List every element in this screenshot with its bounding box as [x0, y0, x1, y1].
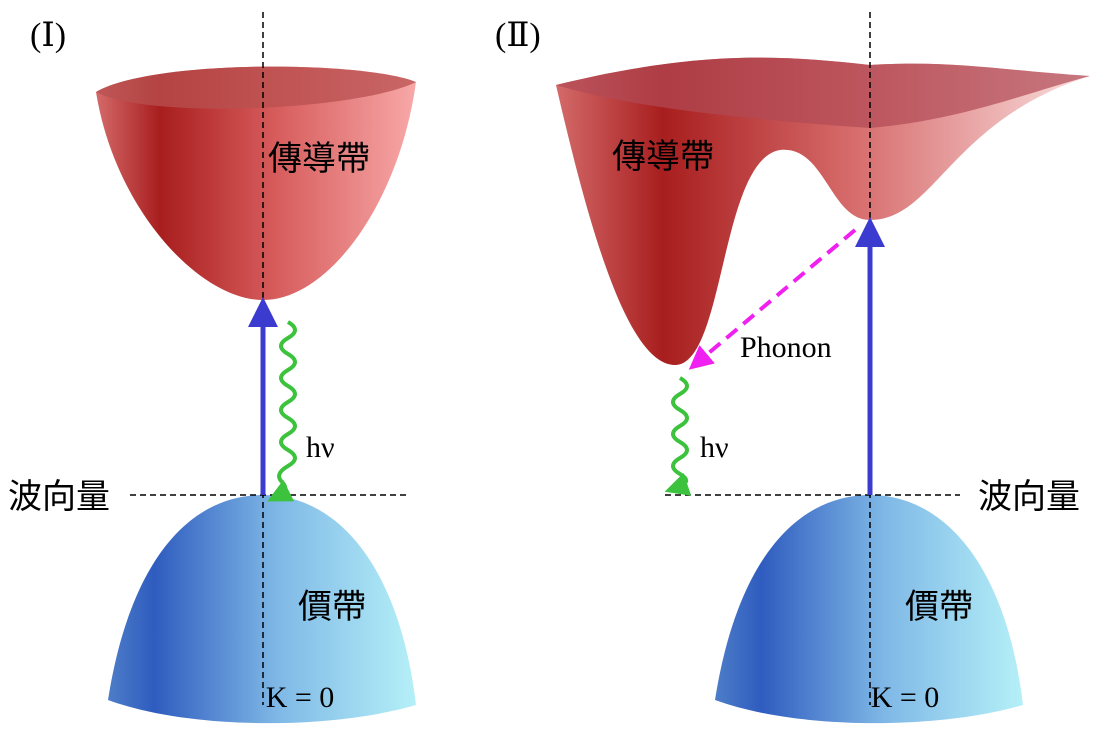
wavevector-label: 波向量	[978, 478, 1080, 516]
photon-wave	[673, 378, 687, 488]
conduction-band-label: 傳導帶	[612, 138, 714, 176]
valence-band-surface	[715, 495, 1023, 723]
conduction-band-label: 傳導帶	[268, 140, 370, 178]
valence-band-label: 價帶	[298, 589, 366, 626]
valence-band-label: 價帶	[905, 589, 973, 626]
photon-label: hν	[306, 431, 335, 464]
k-zero-label: K = 0	[871, 681, 940, 714]
panel-2: (Ⅱ) 傳導帶 價帶 波向量 hν Phonon K = 0	[495, 12, 1090, 723]
phonon-label: Phonon	[740, 331, 832, 364]
panel-label: (Ⅱ)	[495, 17, 541, 54]
k-zero-label: K = 0	[266, 681, 335, 714]
panel-1: (Ⅰ) 傳導帶 價帶 波向量 hν K = 0	[8, 12, 416, 723]
photon-label: hν	[700, 431, 729, 464]
photon-wave	[278, 322, 295, 496]
panel-label: (Ⅰ)	[30, 17, 66, 54]
wavevector-label: 波向量	[8, 478, 110, 516]
diagram: (Ⅰ) 傳導帶 價帶 波向量 hν K = 0 (Ⅱ) 傳導帶 價帶 波向量 h…	[0, 0, 1093, 731]
valence-band-surface	[108, 495, 416, 723]
